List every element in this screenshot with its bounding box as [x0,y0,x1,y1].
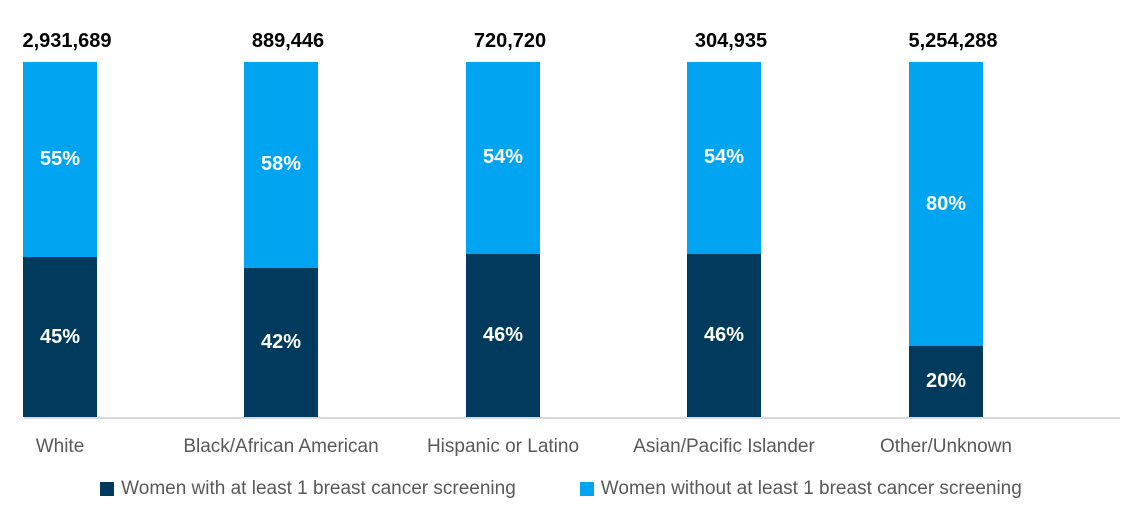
bar-segment-with-screening: 46% [466,253,540,417]
bar-total-label: 304,935 [694,30,768,52]
x-axis-category-label: White [35,436,85,457]
percent-label: 54% [703,146,745,169]
bar-segment-without-screening: 80% [909,62,983,346]
bar-total-label: 720,720 [473,30,547,52]
bar-1: 58% 42% [244,62,318,417]
legend-label: Women with at least 1 breast cancer scre… [121,478,516,499]
bar-segment-with-screening: 46% [687,253,761,417]
bar-total-label: 5,254,288 [908,30,998,52]
legend-swatch-with-screening [100,482,115,496]
bar-segment-with-screening: 45% [23,257,97,417]
bar-2: 54% 46% [466,62,540,417]
bar-4: 80% 20% [909,62,983,417]
bar-segment-without-screening: 54% [687,62,761,254]
bar-0: 55% 45% [23,62,97,417]
x-axis-line [24,417,1120,419]
percent-label: 42% [260,330,302,353]
legend-item-without-screening: Women without at least 1 breast cancer s… [579,478,1022,500]
bar-3: 54% 46% [687,62,761,417]
x-axis-category-label: Asian/Pacific Islander [633,436,815,457]
percent-label: 80% [925,192,967,215]
bar-segment-without-screening: 55% [23,62,97,258]
legend-item-with-screening: Women with at least 1 breast cancer scre… [100,478,516,500]
bar-total-label: 2,931,689 [22,30,112,52]
percent-label: 58% [260,153,302,176]
percent-label: 46% [703,323,745,346]
bar-segment-with-screening: 20% [909,346,983,417]
bar-segment-without-screening: 58% [244,62,318,268]
bar-segment-with-screening: 42% [244,267,318,417]
bar-total-label: 889,446 [251,30,325,52]
x-axis-category-label: Hispanic or Latino [426,436,580,457]
percent-label: 54% [482,146,524,169]
x-axis-category-label: Other/Unknown [879,436,1012,457]
percent-label: 55% [39,148,81,171]
x-axis-category-label: Black/African American [183,436,379,457]
legend-swatch-without-screening [579,482,594,496]
percent-label: 45% [39,325,81,348]
legend: Women with at least 1 breast cancer scre… [0,478,1122,500]
percent-label: 46% [482,323,524,346]
legend-label: Women without at least 1 breast cancer s… [600,478,1022,499]
bar-segment-without-screening: 54% [466,62,540,254]
percent-label: 20% [925,370,967,392]
